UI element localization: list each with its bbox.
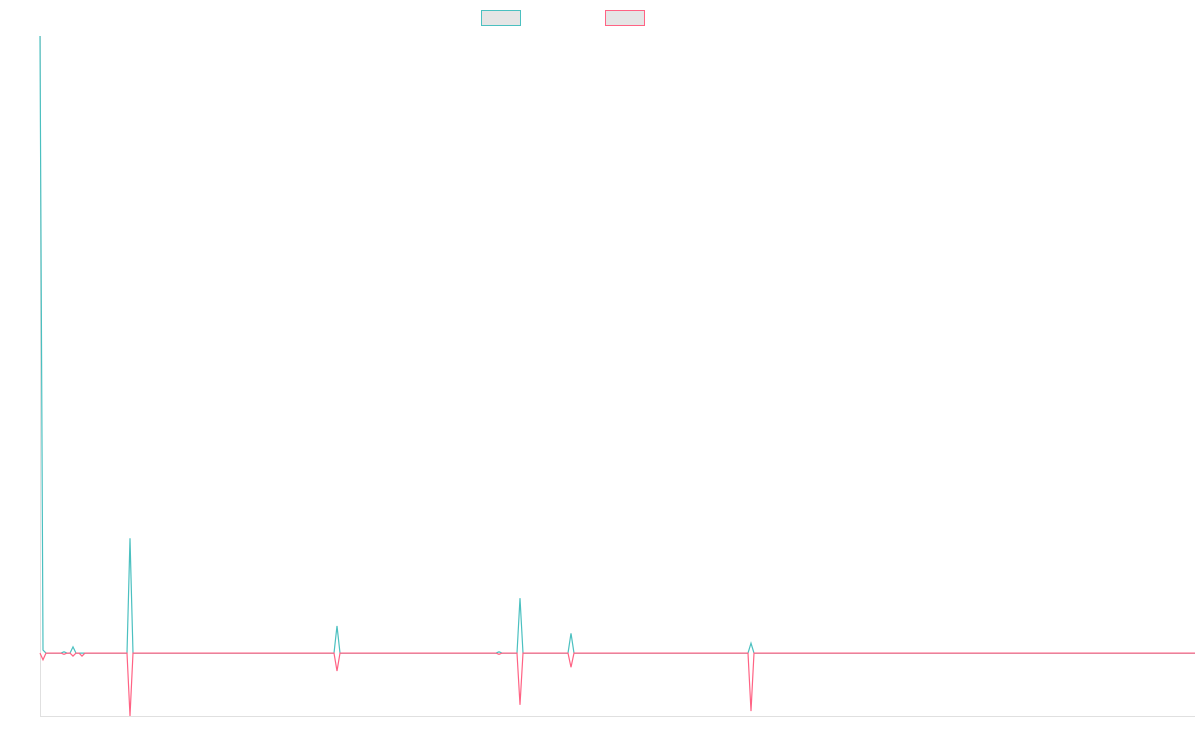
legend [481,10,645,26]
series-line-2 [39,652,1195,717]
series-line-1 [39,35,1195,654]
legend-swatch-2[interactable] [605,10,645,26]
series-group [39,35,1195,717]
legend-swatch-1[interactable] [481,10,521,26]
